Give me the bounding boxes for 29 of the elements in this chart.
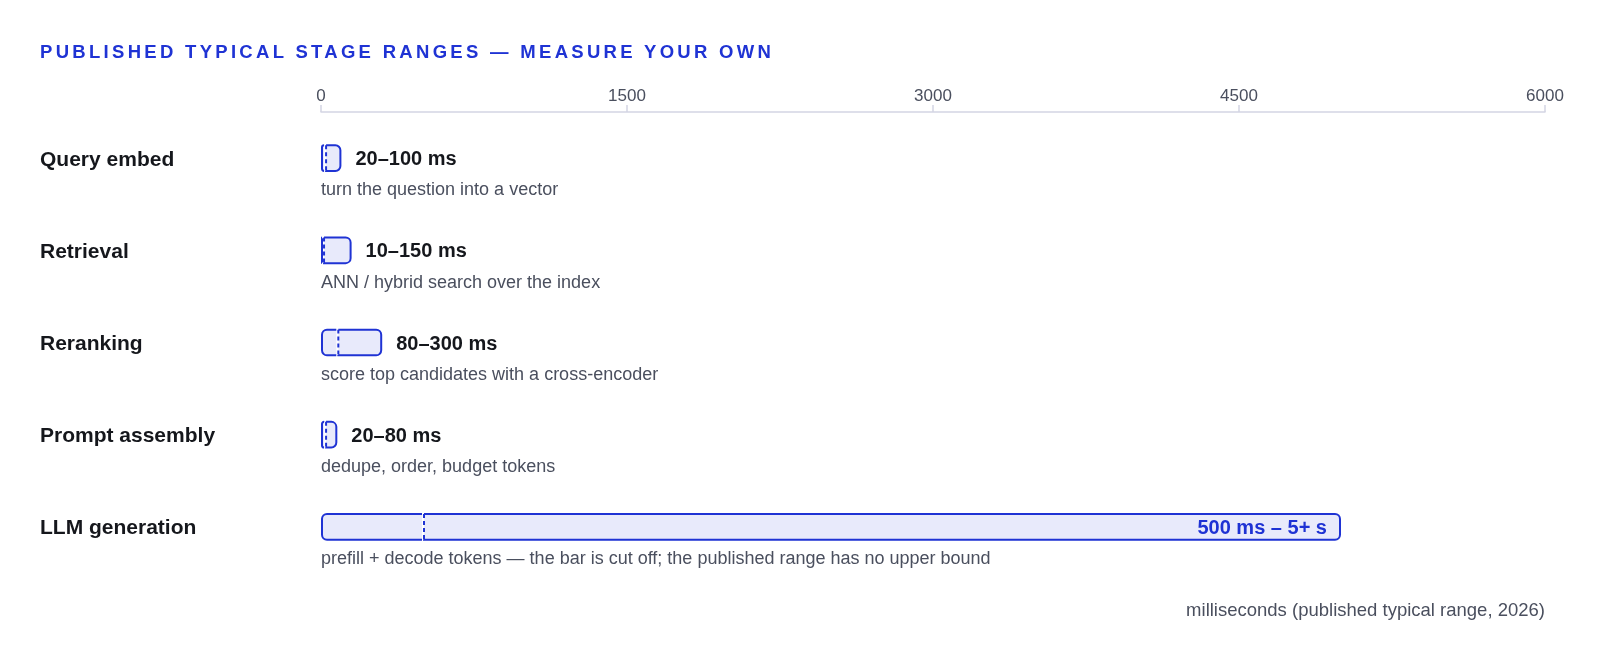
x-axis-title: milliseconds (published typical range, 2026) [1186, 598, 1545, 620]
chart-title: PUBLISHED TYPICAL STAGE RANGES — MEASURE YOUR OWN [40, 41, 775, 63]
y-tick-label: Prompt assembly [40, 423, 216, 447]
x-tick-label: 3000 [914, 86, 952, 105]
y-tick-label: LLM generation [40, 515, 197, 539]
bar [321, 513, 423, 541]
annotation: 20–80 ms [351, 423, 442, 446]
annotation: ANN / hybrid search over the index [321, 271, 601, 292]
bar [321, 328, 338, 357]
annotation: score top candidates with a cross-encoder [321, 363, 659, 384]
bar [423, 513, 1341, 541]
x-tick-label: 1500 [608, 86, 646, 105]
annotation: prefill + decode tokens — the bar is cut off; the published range has no upper bound [321, 548, 991, 569]
x-tick-label: 0 [316, 86, 326, 105]
y-tick-label: Retrieval [40, 238, 129, 262]
bar [325, 420, 338, 449]
x-tick-label: 6000 [1526, 86, 1564, 105]
y-tick-label: Reranking [40, 331, 143, 354]
annotation: 500 ms – 5+ s [1197, 515, 1327, 538]
annotation: 80–300 ms [396, 331, 498, 354]
annotation: dedupe, order, budget tokens [321, 456, 556, 477]
bar [325, 144, 342, 172]
bar [337, 328, 383, 357]
y-tick-label: Query embed [40, 146, 175, 170]
annotation: 20–100 ms [355, 147, 457, 170]
x-tick-label: 4500 [1220, 86, 1258, 105]
annotation: 10–150 ms [365, 239, 467, 262]
bar [323, 236, 352, 265]
annotation: turn the question into a vector [321, 179, 559, 200]
